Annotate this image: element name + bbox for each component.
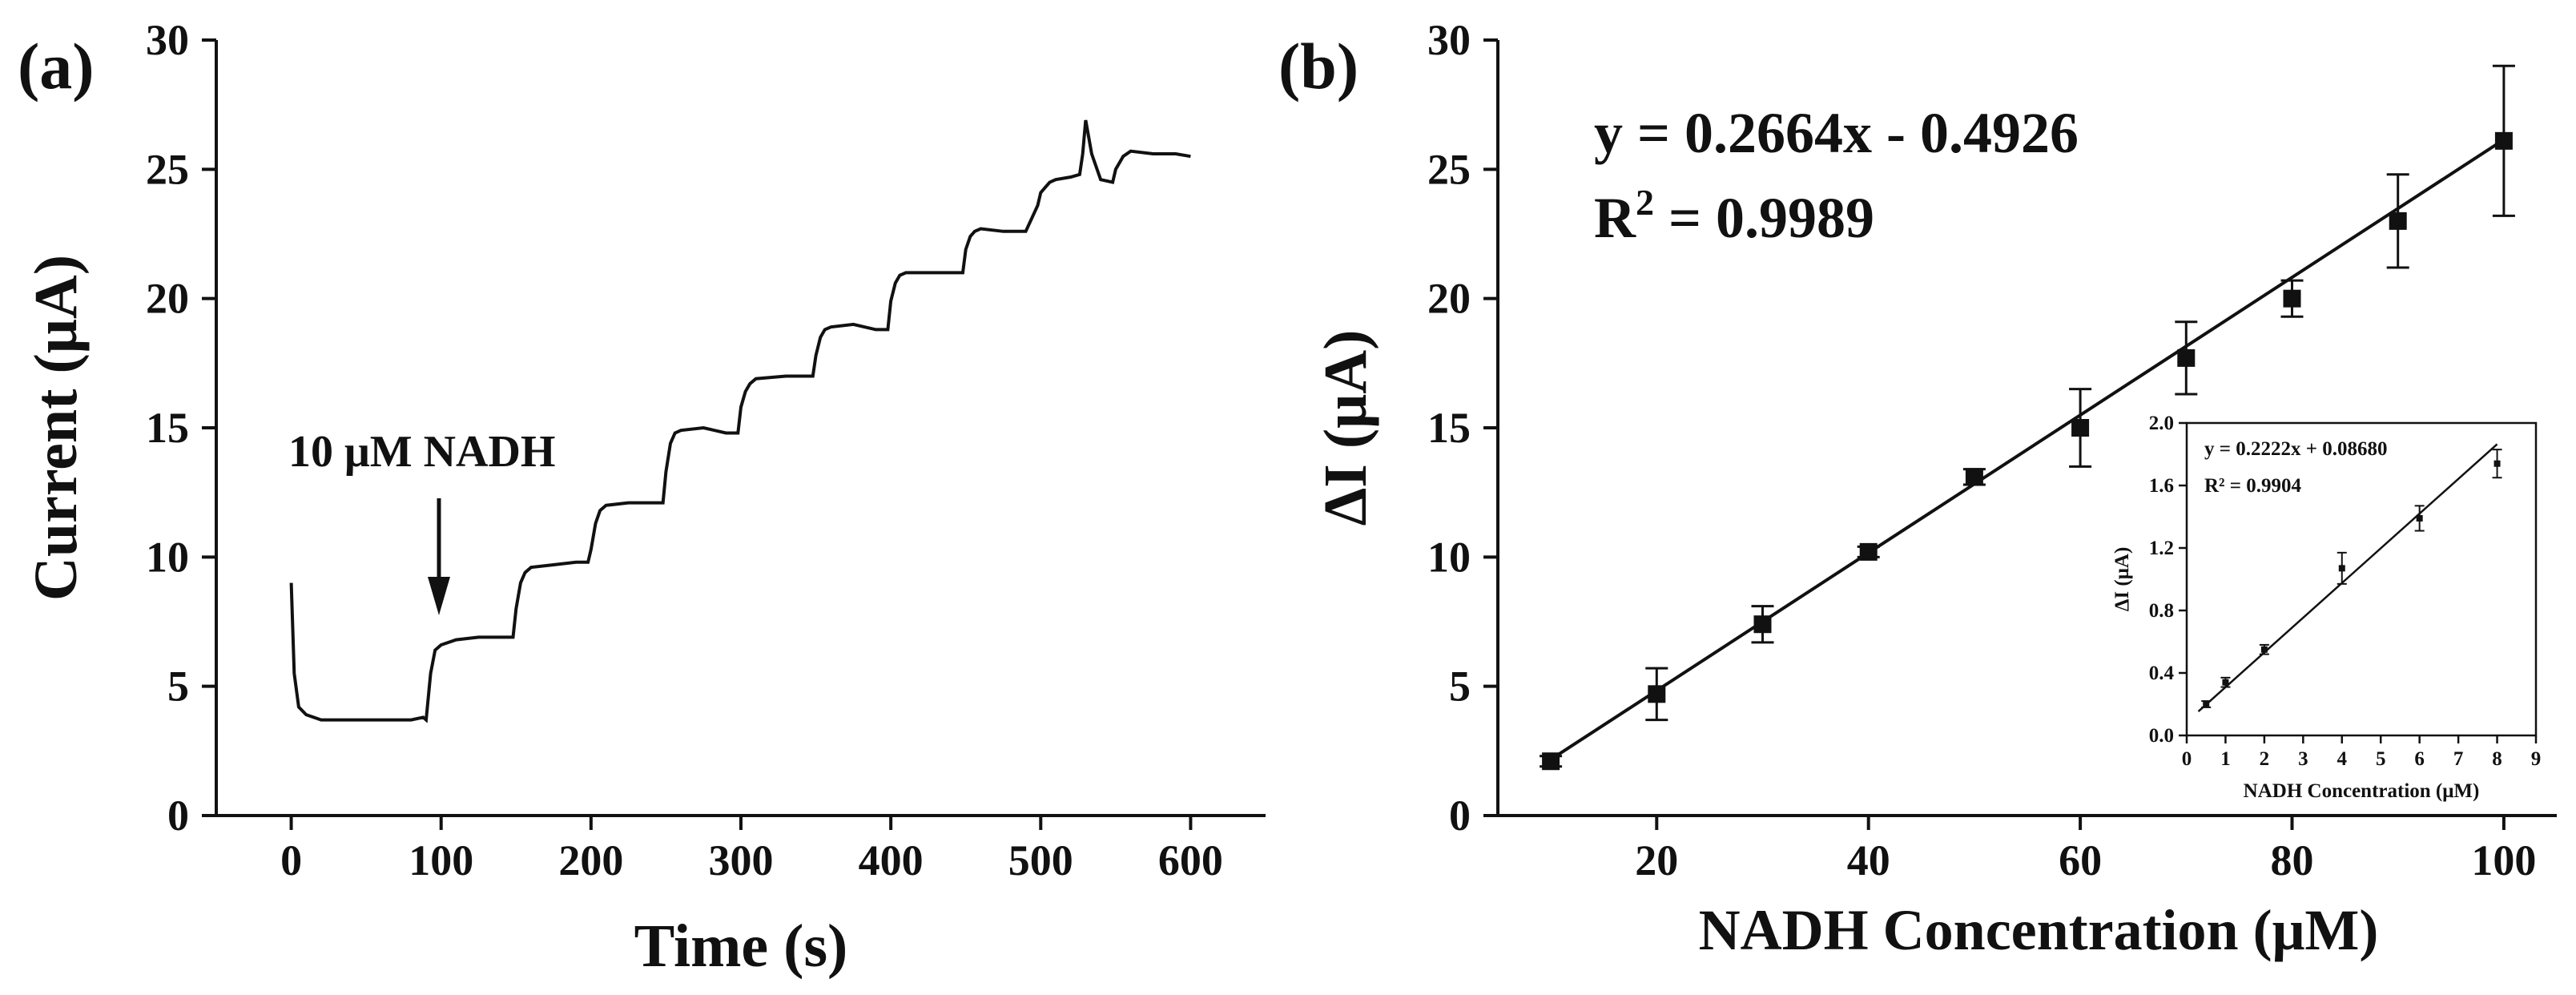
panel-a-x-tick-label: 500 — [1008, 836, 1073, 884]
panel-a-y-tick-label: 25 — [146, 145, 189, 193]
inset-points — [2201, 449, 2502, 708]
panel-b-data-point — [1648, 685, 1666, 703]
inset-x-tick-label: 2 — [2260, 748, 2270, 770]
panel-b-equation: y = 0.2664x - 0.4926 — [1594, 101, 2079, 165]
inset-data-point — [2338, 565, 2345, 572]
panel-b-fit-line — [1550, 138, 2505, 761]
inset-x-label: NADH Concentration (μM) — [2244, 780, 2480, 802]
panel-a-x-tick-label: 600 — [1158, 836, 1223, 884]
inset-x-tick-label: 9 — [2531, 748, 2542, 770]
panel-a-x-tick-label: 400 — [859, 836, 924, 884]
panel-b-y-tick-label: 15 — [1427, 404, 1471, 452]
panel-b-x-tick-label: 20 — [1635, 836, 1678, 884]
inset-data-point — [2222, 679, 2229, 686]
panel-a-x-ticks: 0 100 200 300 400 500 600 — [280, 816, 1223, 884]
panel-a-x-label: Time (s) — [634, 912, 848, 980]
panel-a-x-tick-label: 100 — [409, 836, 473, 884]
panel-a-x-tick-label: 300 — [709, 836, 774, 884]
panel-b-label: (b) — [1278, 30, 1358, 103]
panel-b-points — [1540, 64, 2515, 771]
inset-y-tick-label: 1.2 — [2149, 538, 2174, 559]
panel-b-y-ticks: 0 5 10 15 20 25 30 — [1427, 16, 1498, 840]
panel-b-data-point — [1965, 468, 1983, 486]
panel-b-y-tick-label: 25 — [1427, 145, 1471, 193]
panel-b-x-tick-label: 100 — [2471, 836, 2536, 884]
inset-data-point — [2493, 460, 2501, 467]
panel-b-x-tick-label: 60 — [2059, 836, 2102, 884]
inset-r2: R² = 0.9904 — [2204, 475, 2302, 497]
inset-y-tick-label: 0.4 — [2149, 663, 2175, 684]
inset-y-tick-label: 2.0 — [2149, 413, 2174, 434]
panel-b-y-tick-label: 10 — [1427, 533, 1471, 581]
panel-a-x-tick-label: 0 — [280, 836, 302, 884]
panel-b-x-ticks: 20 40 60 80 100 — [1635, 816, 2536, 884]
panel-a-y-tick-label: 20 — [146, 275, 189, 323]
panel-b-r2: R2 = 0.9989 — [1594, 182, 1874, 250]
panel-a-annotation: 10 μM NADH — [288, 427, 555, 477]
panel-a-y-tick-label: 30 — [146, 16, 189, 64]
panel-b-r2-sup: 2 — [1636, 182, 1654, 223]
inset-x-tick-label: 0 — [2182, 748, 2192, 770]
inset-data-point — [2416, 514, 2423, 522]
panel-a-y-tick-label: 5 — [167, 663, 189, 711]
panel-b-x-tick-label: 40 — [1847, 836, 1890, 884]
panel-b-y-tick-label: 0 — [1449, 792, 1471, 840]
panel-b-data-point — [2494, 131, 2513, 150]
panel-a-current-trace — [289, 119, 1191, 723]
panel-b-data-point — [1859, 542, 1878, 561]
panel-a-y-ticks: 0 5 10 15 20 25 30 — [146, 16, 216, 840]
panel-b-y-tick-label: 30 — [1427, 16, 1471, 64]
panel-b-data-point — [1753, 615, 1772, 634]
panel-a-y-tick-label: 10 — [146, 533, 189, 581]
panel-b-data-point — [2283, 289, 2301, 308]
inset-x-ticks: 0 1 2 3 4 5 6 7 8 9 — [2182, 735, 2542, 770]
panel-a-x-tick-label: 200 — [558, 836, 623, 884]
panel-a-y-tick-label: 0 — [167, 792, 189, 840]
panel-b-data-point — [2389, 211, 2407, 230]
inset-y-tick-label: 0.0 — [2149, 725, 2174, 747]
inset-x-tick-label: 8 — [2492, 748, 2502, 770]
inset-y-tick-label: 0.8 — [2149, 600, 2174, 622]
panel-b-r2-prefix: R — [1594, 186, 1636, 250]
panel-b-y-label: ΔI (μA) — [1312, 330, 1379, 526]
inset-x-tick-label: 7 — [2453, 748, 2464, 770]
inset-fit-line — [2197, 443, 2498, 713]
panel-b-x-tick-label: 80 — [2271, 836, 2314, 884]
panel-b-data-point — [1542, 752, 1560, 771]
panel-a-y-label: Current (μA) — [22, 255, 90, 601]
inset-x-tick-label: 4 — [2337, 748, 2348, 770]
inset-equation: y = 0.2222x + 0.08680 — [2204, 438, 2388, 460]
inset-x-tick-label: 3 — [2298, 748, 2308, 770]
inset-y-ticks: 0.0 0.4 0.8 1.2 1.6 2.0 — [2149, 413, 2187, 747]
panel-b-data-point — [2071, 419, 2090, 437]
inset-y-tick-label: 1.6 — [2149, 475, 2174, 497]
panel-a-arrow-head — [428, 577, 450, 615]
panel-b-data-point — [2177, 348, 2196, 367]
inset-x-tick-label: 6 — [2414, 748, 2425, 770]
panel-b-y-tick-label: 20 — [1427, 275, 1471, 323]
panel-b-r2-value: = 0.9989 — [1654, 186, 1874, 250]
panel-b-inset: 0 1 2 3 4 5 6 7 8 9 0.0 0.4 0.8 1.2 1.6 2.0 y = 0.2222… — [2111, 413, 2541, 802]
inset-data-point — [2260, 646, 2268, 653]
inset-frame — [2185, 421, 2538, 737]
inset-x-tick-label: 1 — [2220, 748, 2231, 770]
inset-data-point — [2203, 701, 2210, 707]
panel-b-y-tick-label: 5 — [1449, 663, 1471, 711]
panel-a-label: (a) — [18, 30, 95, 103]
panel-a: (a) 0 100 200 300 400 500 600 0 5 10 15 20 25 30 10 … — [18, 16, 1266, 980]
inset-x-tick-label: 5 — [2376, 748, 2386, 770]
panel-b-x-label: NADH Concentration (μM) — [1699, 898, 2379, 962]
panel-a-y-tick-label: 15 — [146, 404, 189, 452]
inset-y-label: ΔI (μA) — [2111, 547, 2133, 612]
